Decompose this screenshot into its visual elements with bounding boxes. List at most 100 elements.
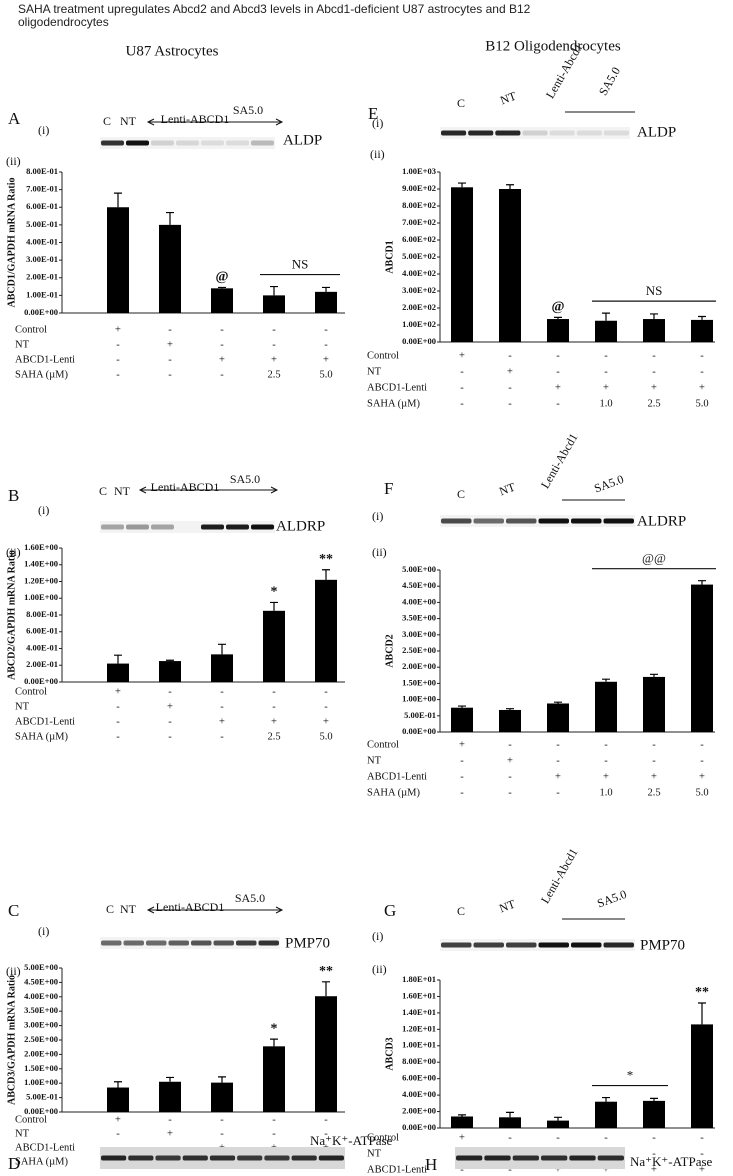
y-axis-label: ABCD1/GAPDH mRNA Ratio (6, 178, 17, 308)
blot-band (226, 524, 249, 530)
condition-value: - (116, 701, 120, 712)
y-tick-label: 4.50E+00 (402, 580, 436, 590)
condition-value: - (220, 686, 224, 697)
lane-label: NT (497, 897, 517, 916)
y-tick-label: 2.00E-01 (26, 659, 58, 669)
condition-value: - (508, 787, 512, 798)
condition-value: - (272, 1114, 276, 1125)
panel-letter: A (8, 109, 21, 128)
condition-value: - (324, 324, 328, 335)
condition-value: - (556, 755, 560, 766)
error-bar (270, 601, 278, 611)
y-tick-label: 8.00E-01 (26, 166, 58, 176)
bar (263, 1046, 285, 1112)
y-tick-label: 4.00E+00 (24, 991, 58, 1001)
blot-label: ALDRP (637, 513, 686, 529)
blot-band (456, 1155, 483, 1161)
condition-value: - (168, 716, 172, 727)
condition-value: - (556, 398, 560, 409)
condition-name: NT (367, 755, 382, 766)
condition-name: Control (367, 350, 399, 361)
blot-band (182, 1155, 208, 1161)
bar (107, 207, 129, 313)
y-tick-label: 1.50E+00 (402, 677, 436, 687)
y-axis-label: ABCD3/GAPDH mRNA Ratio (6, 975, 17, 1105)
condition-value: 5.0 (319, 731, 332, 742)
condition-name: ABCD1-Lenti (15, 1142, 75, 1153)
column-header: U87 Astrocytes (126, 43, 219, 59)
blot-band (603, 518, 634, 524)
y-tick-label: 1.00E-01 (26, 289, 58, 299)
y-tick-label: 1.20E+01 (402, 1023, 436, 1033)
blot-band (151, 140, 174, 146)
error-bar (458, 182, 466, 188)
bar (547, 703, 569, 732)
panel-part: (ii) (372, 962, 387, 976)
lane-label: SA5.0 (595, 887, 628, 911)
lane-label: NT (120, 902, 137, 916)
condition-value: - (460, 787, 464, 798)
blot-band (549, 130, 575, 136)
blot-background (100, 137, 275, 149)
blot-band (101, 940, 122, 946)
bar (547, 319, 569, 342)
condition-value: - (508, 739, 512, 750)
y-tick-label: 1.50E+00 (24, 1063, 58, 1073)
arrow-head (146, 906, 155, 914)
error-bar (114, 1081, 122, 1088)
arrow-head (138, 486, 147, 494)
condition-value: + (115, 686, 121, 697)
condition-value: - (220, 339, 224, 350)
bar (451, 1116, 473, 1128)
y-tick-label: 1.20E+00 (24, 575, 58, 585)
annotation: @ (551, 300, 564, 315)
bar (643, 319, 665, 342)
blot-background (100, 521, 275, 533)
blot-band (576, 130, 602, 136)
lane-label: NT (498, 89, 518, 108)
blot-band (597, 1155, 624, 1161)
condition-value: - (460, 382, 464, 393)
condition-value: + (167, 1128, 173, 1139)
condition-name: NT (15, 339, 30, 350)
blot-band (151, 524, 174, 530)
condition-value: + (459, 1132, 465, 1143)
condition-value: - (508, 382, 512, 393)
condition-value: - (700, 350, 704, 361)
condition-name: NT (15, 701, 30, 712)
blot-band (473, 518, 504, 524)
blot-label: ALDP (283, 132, 322, 148)
y-tick-label: 7.00E+02 (402, 217, 436, 227)
blot-band (571, 518, 602, 524)
condition-value: + (323, 716, 329, 727)
condition-value: - (508, 771, 512, 782)
error-bar (458, 1114, 466, 1117)
bar (595, 681, 617, 732)
annotation: * (271, 1021, 278, 1036)
bar (499, 709, 521, 732)
blot-band (236, 940, 257, 946)
condition-value: - (700, 1148, 704, 1159)
condition-value: - (556, 366, 560, 377)
condition-value: + (603, 771, 609, 782)
bar (159, 224, 181, 313)
annotation: ** (319, 552, 333, 567)
error-bar (114, 192, 122, 208)
annotation: * (271, 585, 278, 600)
condition-value: + (271, 354, 277, 365)
blot-band (318, 1155, 344, 1161)
condition-value: - (508, 1164, 512, 1175)
blot-band (123, 940, 144, 946)
condition-value: + (219, 354, 225, 365)
annotation: @ (215, 270, 228, 285)
condition-value: - (220, 731, 224, 742)
condition-value: + (699, 771, 705, 782)
error-bar (166, 211, 174, 225)
condition-value: + (699, 1164, 705, 1175)
condition-value: 5.0 (695, 787, 708, 798)
bar (499, 1117, 521, 1128)
bar (211, 654, 233, 682)
y-tick-label: 1.00E+00 (24, 592, 58, 602)
bar (263, 610, 285, 682)
blot-band (213, 940, 234, 946)
